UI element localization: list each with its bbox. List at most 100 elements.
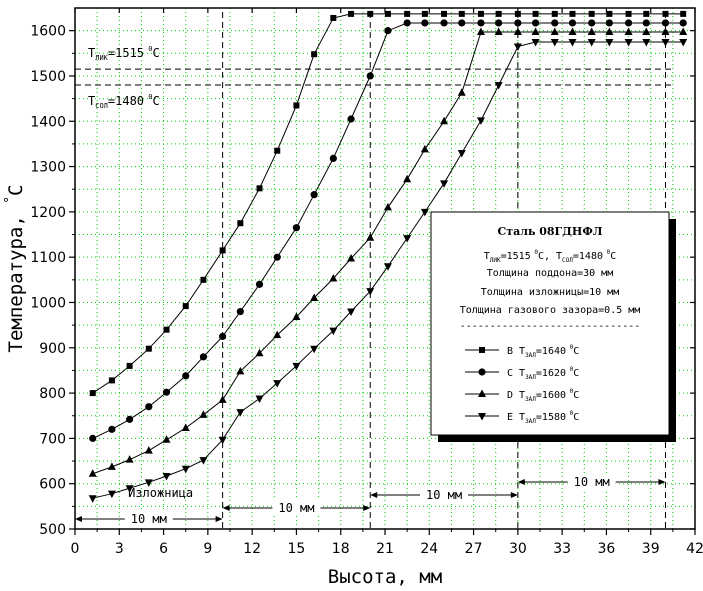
y-tick-label: 600 — [39, 477, 66, 493]
data-point-B — [145, 345, 152, 352]
data-point-B — [588, 10, 595, 17]
data-point-E — [568, 38, 577, 47]
legend-entry-unit: C — [573, 390, 579, 401]
data-point-C — [531, 19, 540, 27]
data-point-D — [162, 435, 171, 443]
data-point-B — [477, 10, 484, 17]
x-axis-title: Высота, мм — [328, 566, 442, 588]
data-point-B — [495, 10, 502, 17]
data-point-D — [550, 27, 559, 36]
data-point-B — [293, 102, 300, 109]
x-tick-label: 30 — [509, 541, 527, 557]
x-tick-label: 36 — [598, 541, 616, 557]
legend-entry-main: B T — [507, 346, 525, 357]
data-point-E — [642, 38, 651, 47]
data-point-C — [310, 191, 318, 199]
dim-0-10-arrow-right — [215, 516, 223, 522]
dim-0-10-label-bg — [124, 511, 173, 527]
y-tick-label: 1100 — [30, 250, 66, 266]
y-tick-label: 1200 — [30, 205, 66, 221]
data-point-D — [255, 348, 264, 357]
data-point-B — [532, 10, 539, 17]
data-point-D — [366, 233, 375, 241]
legend-entry-sub: ЗАЛ — [525, 374, 536, 381]
data-point-C — [89, 434, 97, 442]
data-point-B — [182, 303, 189, 310]
dim-0-10-label: 10 мм — [131, 512, 167, 526]
legend-gap-thickness: Толщина газового зазора=0.5 мм — [460, 305, 641, 316]
dim-30-40-label: 10 мм — [574, 475, 610, 489]
legend-temperature-line: TЛИК=1515 0C, TСОЛ=1480 0C — [484, 249, 617, 264]
y-tick-label: 1000 — [30, 295, 66, 311]
dim-30-40-arrow-right — [658, 479, 666, 485]
data-point-C — [588, 19, 596, 27]
data-point-B — [163, 326, 170, 333]
y-tick-label: 500 — [39, 522, 66, 538]
data-point-E — [162, 472, 171, 481]
mold-label: Изложница — [128, 486, 193, 500]
data-point-E — [310, 345, 319, 354]
data-point-E — [329, 327, 338, 336]
y-tick-label: 1400 — [30, 114, 66, 130]
x-tick-label: 3 — [115, 541, 124, 557]
dim-10-20-arrow-left — [222, 505, 230, 511]
y-tick-label: 1300 — [30, 160, 66, 176]
data-point-D — [403, 174, 412, 183]
legend-entry-value: =1600 — [536, 390, 566, 401]
data-point-D — [420, 144, 429, 153]
data-point-C — [366, 72, 374, 80]
data-point-D — [144, 446, 153, 454]
data-point-E — [661, 38, 670, 47]
data-point-D — [531, 27, 540, 36]
reference-label-sub: ЛИК — [95, 54, 108, 62]
data-point-D — [679, 27, 688, 36]
reference-line-label: TСОЛ=1480 0C — [88, 93, 160, 110]
data-point-C — [551, 19, 559, 27]
data-point-E — [587, 38, 596, 47]
data-point-E — [531, 38, 540, 47]
data-point-D — [199, 410, 208, 418]
data-point-C — [514, 19, 522, 27]
data-point-C — [108, 425, 116, 433]
data-point-E — [144, 479, 153, 487]
dim-30-40-arrow-left — [517, 479, 525, 485]
legend-entry-value: =1580 — [536, 412, 566, 423]
data-point-C — [162, 388, 171, 396]
data-point-E — [550, 38, 559, 47]
data-point-C — [182, 372, 190, 380]
data-point-C — [329, 154, 337, 163]
y-axis-title: Температура, °C — [3, 185, 27, 353]
x-tick-label: 24 — [420, 541, 438, 557]
data-point-B — [330, 14, 337, 21]
data-point-D — [310, 293, 319, 301]
data-point-C — [642, 19, 650, 27]
legend-t: T — [484, 251, 490, 262]
reference-label-value: =1480 — [108, 94, 144, 108]
legend-t-value: =1515 — [501, 251, 531, 262]
data-point-E — [255, 395, 264, 404]
data-point-C — [440, 19, 448, 27]
data-point-E — [347, 308, 356, 317]
data-point-B — [348, 10, 355, 17]
data-point-B — [404, 10, 411, 17]
data-point-C — [126, 415, 134, 423]
dim-20-30-label: 10 мм — [426, 488, 462, 502]
data-point-B — [384, 10, 391, 17]
legend-t2-value: =1480 — [573, 251, 603, 262]
data-point-D — [347, 254, 356, 262]
data-point-B — [606, 10, 613, 17]
legend-box — [430, 211, 670, 436]
data-point-B — [643, 10, 650, 17]
data-point-D — [329, 273, 338, 282]
legend-entry-E: E TЗАЛ=1580 0C — [507, 410, 579, 425]
data-point-B — [662, 10, 669, 17]
legend-entry-sub: ЗАЛ — [525, 396, 536, 403]
data-point-B — [458, 10, 465, 17]
data-point-D — [494, 27, 503, 36]
data-point-C — [661, 19, 670, 27]
data-point-D — [624, 27, 633, 36]
x-tick-label: 39 — [642, 541, 660, 557]
data-point-E — [624, 38, 633, 47]
legend-entry-value: =1620 — [536, 368, 566, 379]
data-point-E — [107, 490, 116, 499]
